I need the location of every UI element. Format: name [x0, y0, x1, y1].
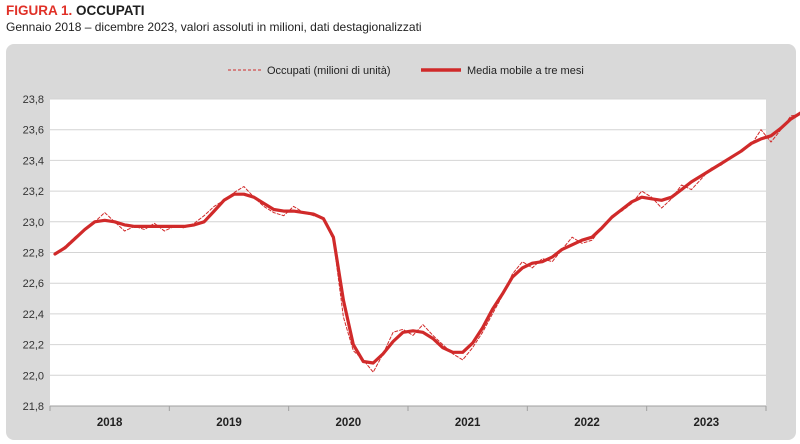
y-tick-label: 22,2: [23, 340, 44, 352]
x-tick-label: 2023: [694, 417, 720, 429]
x-tick-label: 2021: [455, 417, 481, 429]
y-tick-label: 23,4: [23, 155, 44, 167]
y-tick-label: 22,8: [23, 248, 44, 260]
x-tick-label: 2018: [97, 417, 123, 429]
series-line-media-mobile: [53, 111, 800, 365]
x-tick-label: 2019: [216, 417, 242, 429]
y-tick-label: 23,8: [23, 94, 44, 106]
series-layer: [53, 111, 800, 373]
x-tick-label: 2022: [574, 417, 600, 429]
x-tick-label: 2020: [336, 417, 362, 429]
legend: Occupati (milioni di unità) Media mobile…: [228, 65, 584, 77]
legend-label-occupati: Occupati (milioni di unità): [267, 65, 391, 77]
figure-header: FIGURA 1. OCCUPATI Gennaio 2018 – dicemb…: [6, 2, 422, 35]
figure-title-text: OCCUPATI: [76, 3, 145, 18]
y-tick-label: 23,6: [23, 125, 44, 137]
y-axis: 21,8 22,0 22,2 22,4 22,6 22,8 23,0 23,2 23,4 23,6…: [23, 94, 44, 413]
figure-title: FIGURA 1. OCCUPATI: [6, 2, 422, 19]
y-tick-label: 23,0: [23, 217, 44, 229]
figure-label: FIGURA 1.: [6, 3, 73, 18]
y-tick-label: 22,4: [23, 309, 44, 321]
figure-subtitle: Gennaio 2018 – dicembre 2023, valori ass…: [6, 20, 422, 34]
y-tick-label: 21,8: [23, 401, 44, 413]
y-tick-label: 23,2: [23, 186, 44, 198]
x-axis: 2018 2019 2020 2021 2022 2023: [49, 405, 767, 429]
legend-label-media-mobile: Media mobile a tre mesi: [467, 65, 584, 77]
y-tick-label: 22,6: [23, 278, 44, 290]
y-tick-label: 22,0: [23, 370, 44, 382]
